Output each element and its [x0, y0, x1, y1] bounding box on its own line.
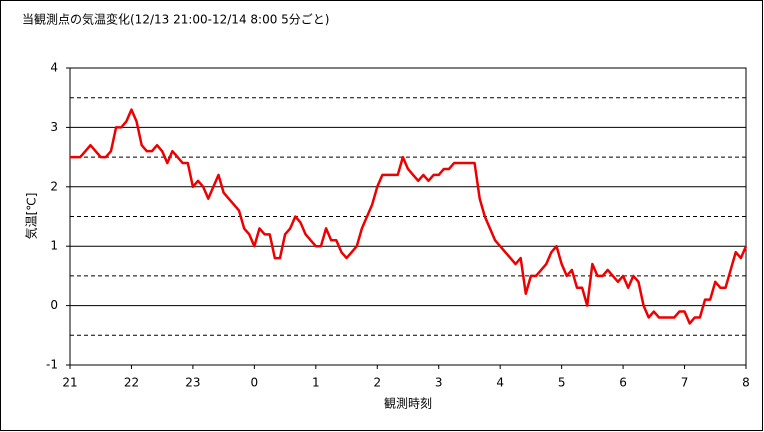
x-tick-label: 7	[681, 376, 689, 390]
x-tick-label: 6	[619, 376, 627, 390]
x-tick-label: 1	[312, 376, 320, 390]
x-tick-label: 3	[435, 376, 443, 390]
line	[70, 108, 748, 325]
y-axis-label: 気温[℃]	[24, 193, 39, 240]
y-tick-label: -1	[46, 358, 58, 372]
y-tick-label: 3	[50, 120, 58, 134]
y-tick-label: 2	[50, 179, 58, 193]
x-tick-label: 23	[185, 376, 200, 390]
x-tick-label: 4	[496, 376, 504, 390]
x-tick-label: 5	[558, 376, 566, 390]
x-tick-label: 2	[373, 376, 381, 390]
x-axis-label: 観測時刻	[384, 397, 432, 411]
y-tick-label: 0	[50, 298, 58, 312]
y-tick-label: 4	[50, 61, 58, 75]
chart-title: 当観測点の気温変化(12/13 21:00-12/14 8:00 5分ごと)	[22, 12, 329, 27]
x-tick-label: 22	[124, 376, 139, 390]
y-tick-label: 1	[50, 239, 58, 253]
x-tick-label: 21	[62, 376, 77, 390]
x-tick-label: 8	[742, 376, 750, 390]
x-tick-label: 0	[251, 376, 259, 390]
